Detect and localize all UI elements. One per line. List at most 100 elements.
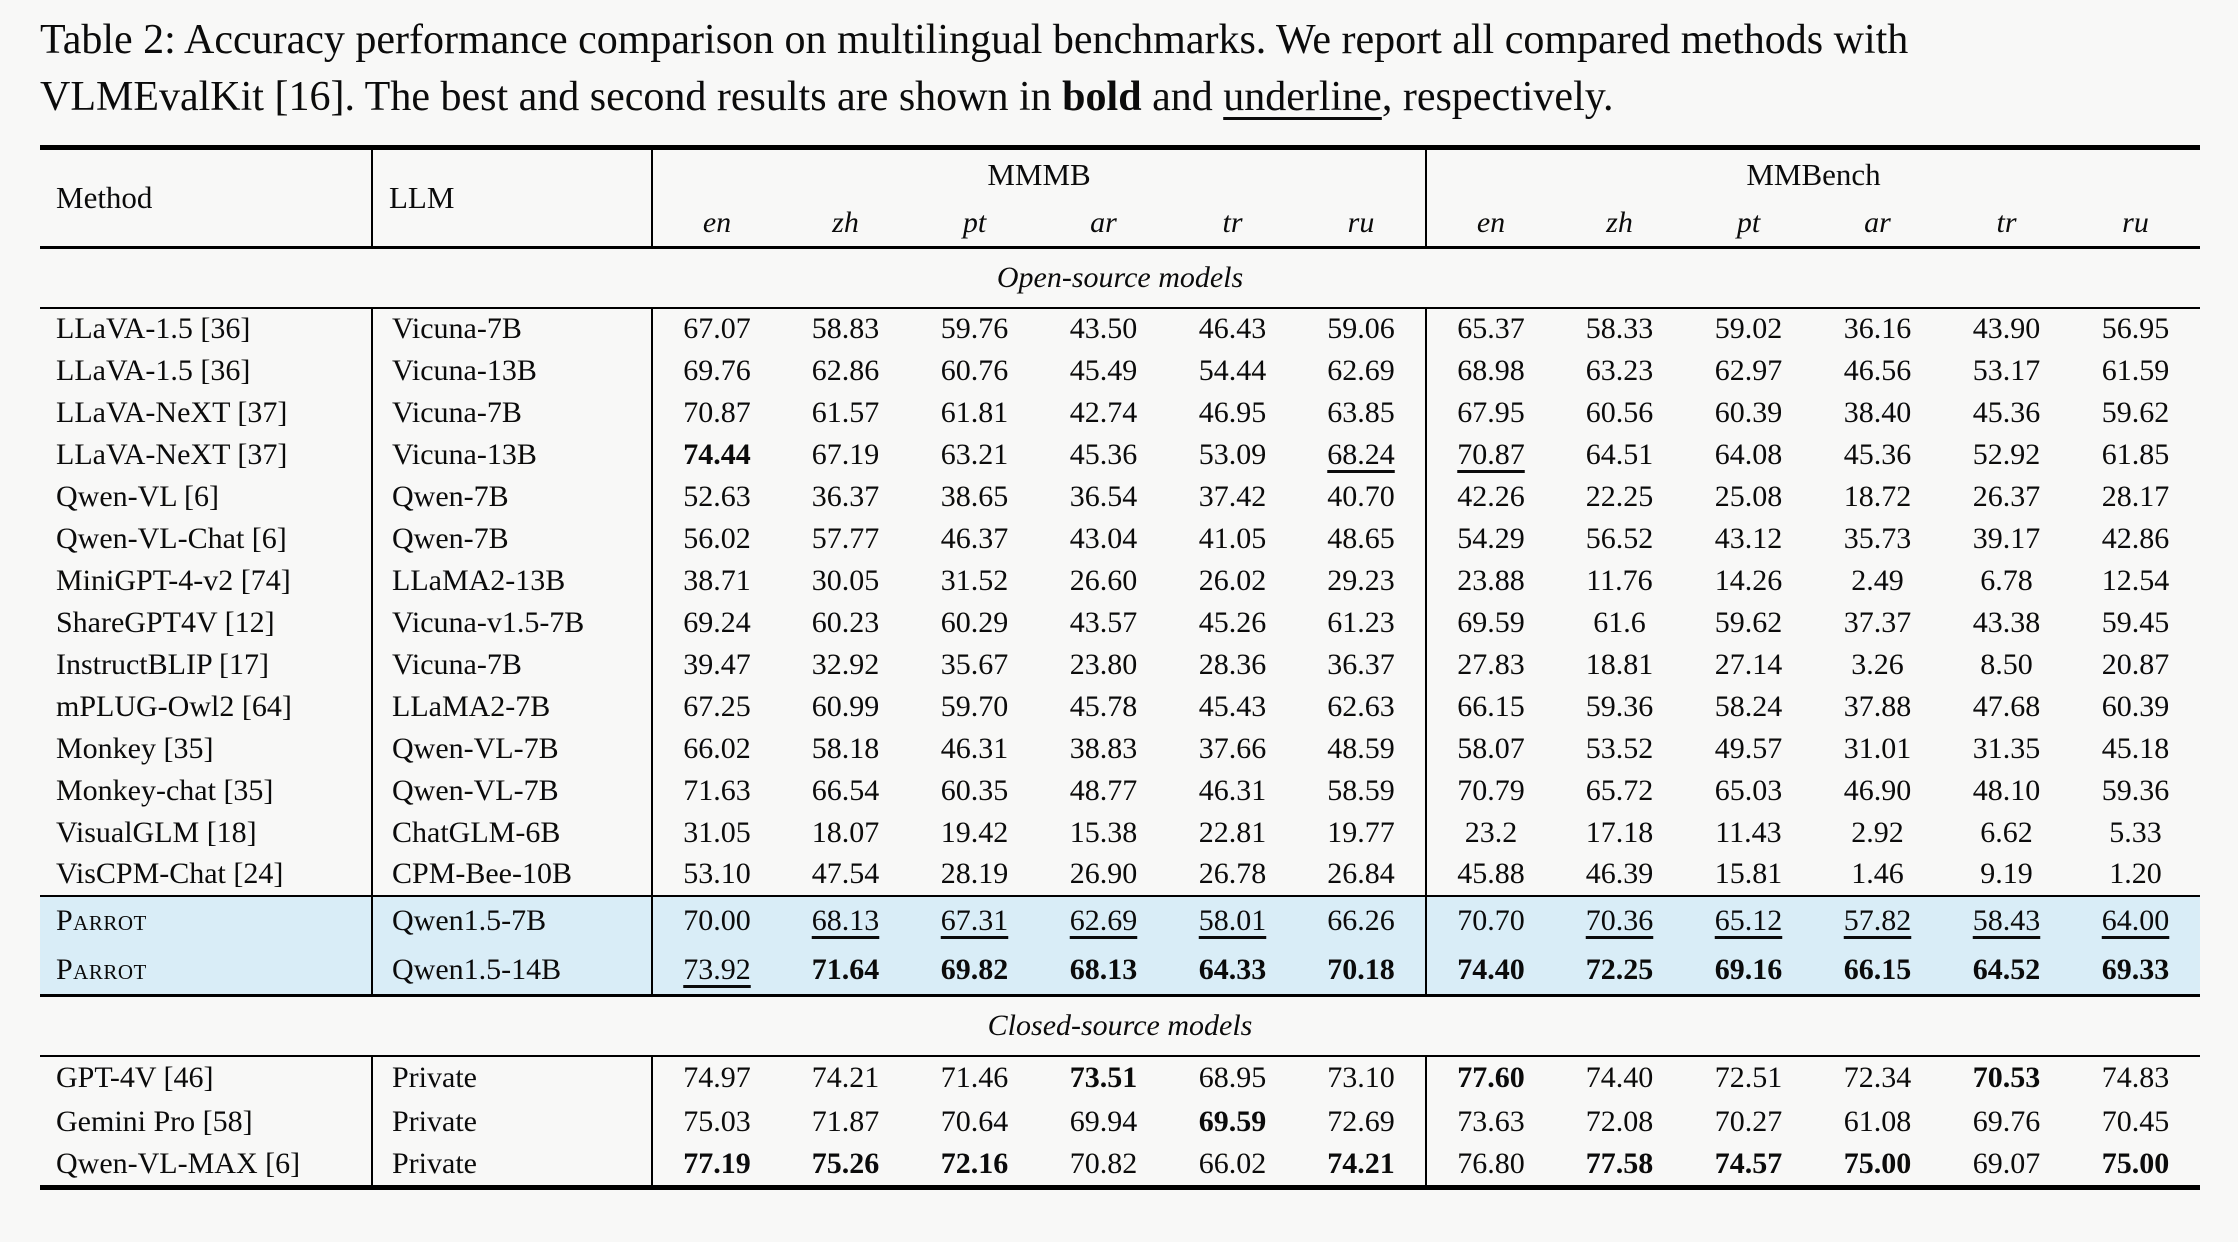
value-text: 29.23 xyxy=(1327,563,1395,597)
cell-value: 69.59 xyxy=(1168,1100,1297,1144)
cell-value: 70.79 xyxy=(1425,769,1555,812)
cell-value: 19.77 xyxy=(1297,812,1426,854)
cell-value: 75.03 xyxy=(651,1099,781,1144)
value-text: 26.90 xyxy=(1069,857,1138,890)
cell-llm: Qwen-VL-7B xyxy=(371,769,652,812)
value-text: 58.43 xyxy=(1972,904,2041,937)
value-text: 42.86 xyxy=(2101,521,2170,555)
cell-value: 39.17 xyxy=(1942,518,2071,560)
value-text: 59.06 xyxy=(1327,312,1395,345)
value-text: 46.95 xyxy=(1198,395,1267,429)
cell-value: 3.26 xyxy=(1813,644,1942,686)
table-row: mPLUG-Owl2 [64] LLaMA2-7B 67.25 60.99 59.70 4… xyxy=(40,685,2200,728)
cell-value: 46.31 xyxy=(910,728,1039,770)
value-text: 49.57 xyxy=(1714,731,1783,765)
value-text: 53.17 xyxy=(1972,353,2041,387)
value-text: 15.81 xyxy=(1714,857,1783,890)
cell-value: 61.08 xyxy=(1813,1100,1942,1144)
cell-llm: ChatGLM-6B xyxy=(371,811,652,854)
value-text: 66.02 xyxy=(683,731,751,765)
section-label: Open-source models xyxy=(40,247,2201,309)
cell-value: 74.40 xyxy=(1425,945,1555,996)
value-text: 69.82 xyxy=(940,952,1009,986)
value-text: 56.02 xyxy=(683,521,751,555)
cell-value: 58.83 xyxy=(781,308,910,350)
cell-llm: Qwen1.5-14B xyxy=(371,945,652,996)
value-text: 53.09 xyxy=(1198,437,1267,471)
table-row: LLaVA-1.5 [36] Vicuna-7B 67.07 58.83 59.76 43… xyxy=(40,307,2200,350)
cell-method: Qwen-VL-Chat [6] xyxy=(56,521,287,555)
table-row: Parrot Qwen1.5-7B 70.00 68.13 67.31 62.69 58.0… xyxy=(40,894,2201,946)
cell-value: 56.02 xyxy=(651,517,781,560)
cell-value: 66.15 xyxy=(1813,945,1942,996)
cell-value: 36.37 xyxy=(1297,644,1426,686)
cell-value: 20.87 xyxy=(2071,644,2200,686)
value-text: 46.37 xyxy=(940,521,1009,555)
cell-value: 70.45 xyxy=(2071,1100,2200,1144)
cell-value: 62.86 xyxy=(781,350,910,392)
table-row: LLaVA-NeXT [37] Vicuna-13B 74.44 67.19 63.21… xyxy=(40,433,2200,476)
col-header-llm: LLM xyxy=(371,147,652,248)
value-text: 77.58 xyxy=(1585,1147,1654,1181)
cell-value: 45.49 xyxy=(1039,350,1168,392)
value-text: 70.45 xyxy=(2101,1104,2170,1138)
value-text: 71.87 xyxy=(811,1104,880,1138)
value-text: 76.80 xyxy=(1457,1147,1525,1181)
cell-value: 73.92 xyxy=(651,945,781,996)
col-header-mmmb-ar: ar xyxy=(1090,205,1117,239)
cell-value: 52.92 xyxy=(1942,434,2071,476)
value-text: 18.72 xyxy=(1843,479,1912,513)
value-text: 64.00 xyxy=(2101,904,2170,937)
value-text: 73.10 xyxy=(1327,1061,1395,1094)
value-text: 69.16 xyxy=(1714,952,1783,986)
cell-llm: Qwen1.5-7B xyxy=(371,894,652,946)
value-text: 46.31 xyxy=(940,731,1009,765)
cell-value: 64.52 xyxy=(1942,945,2071,996)
cell-value: 26.90 xyxy=(1039,854,1168,896)
cell-value: 74.21 xyxy=(1297,1144,1426,1188)
value-text: 39.47 xyxy=(683,647,751,681)
cell-value: 72.25 xyxy=(1555,945,1684,996)
cell-value: 46.43 xyxy=(1168,308,1297,350)
cell-value: 68.98 xyxy=(1425,349,1555,392)
value-text: 61.6 xyxy=(1593,605,1646,639)
cell-value: 67.95 xyxy=(1425,391,1555,434)
cell-value: 77.19 xyxy=(651,1143,781,1188)
value-text: 59.36 xyxy=(1585,689,1654,723)
cell-value: 70.53 xyxy=(1942,1056,2071,1100)
cell-value: 68.95 xyxy=(1168,1056,1297,1100)
cell-value: 26.60 xyxy=(1039,560,1168,602)
value-text: 28.36 xyxy=(1198,647,1267,681)
value-text: 63.21 xyxy=(940,437,1009,471)
value-text: 57.77 xyxy=(811,521,880,555)
cell-method: LLaVA-1.5 [36] xyxy=(56,353,251,387)
cell-method: LLaVA-NeXT [37] xyxy=(56,437,288,471)
cell-value: 70.36 xyxy=(1555,894,1684,946)
value-text: 46.39 xyxy=(1585,857,1654,890)
value-text: 70.79 xyxy=(1457,773,1525,807)
col-header-mmbench-en: en xyxy=(1425,199,1555,248)
cell-value: 17.18 xyxy=(1555,812,1684,854)
table-row: GPT-4V [46] Private 74.97 74.21 71.46 73.51 68… xyxy=(40,1055,2200,1100)
cell-value: 70.82 xyxy=(1039,1144,1168,1188)
cell-method: LLaVA-1.5 [36] xyxy=(56,312,251,345)
value-text: 60.39 xyxy=(2101,689,2170,723)
caption-line2-mid: and xyxy=(1141,74,1224,120)
cell-value: 63.23 xyxy=(1555,350,1684,392)
value-text: 65.12 xyxy=(1714,904,1783,937)
value-text: 75.00 xyxy=(1843,1147,1912,1181)
cell-value: 45.18 xyxy=(2071,728,2200,770)
cell-value: 75.00 xyxy=(1813,1144,1942,1188)
value-text: 68.13 xyxy=(1069,952,1138,986)
value-text: 54.44 xyxy=(1198,353,1267,387)
cell-value: 60.23 xyxy=(781,602,910,644)
table-row: Parrot Qwen1.5-14B 73.92 71.64 69.82 68.13 64.… xyxy=(40,945,2201,996)
cell-value: 2.92 xyxy=(1813,812,1942,854)
cell-value: 18.81 xyxy=(1555,644,1684,686)
cell-value: 1.20 xyxy=(2071,854,2200,896)
value-text: 64.33 xyxy=(1198,952,1267,986)
cell-value: 45.36 xyxy=(1942,392,2071,434)
cell-value: 71.64 xyxy=(781,945,910,996)
value-text: 65.37 xyxy=(1457,312,1525,345)
cell-value: 37.37 xyxy=(1813,602,1942,644)
